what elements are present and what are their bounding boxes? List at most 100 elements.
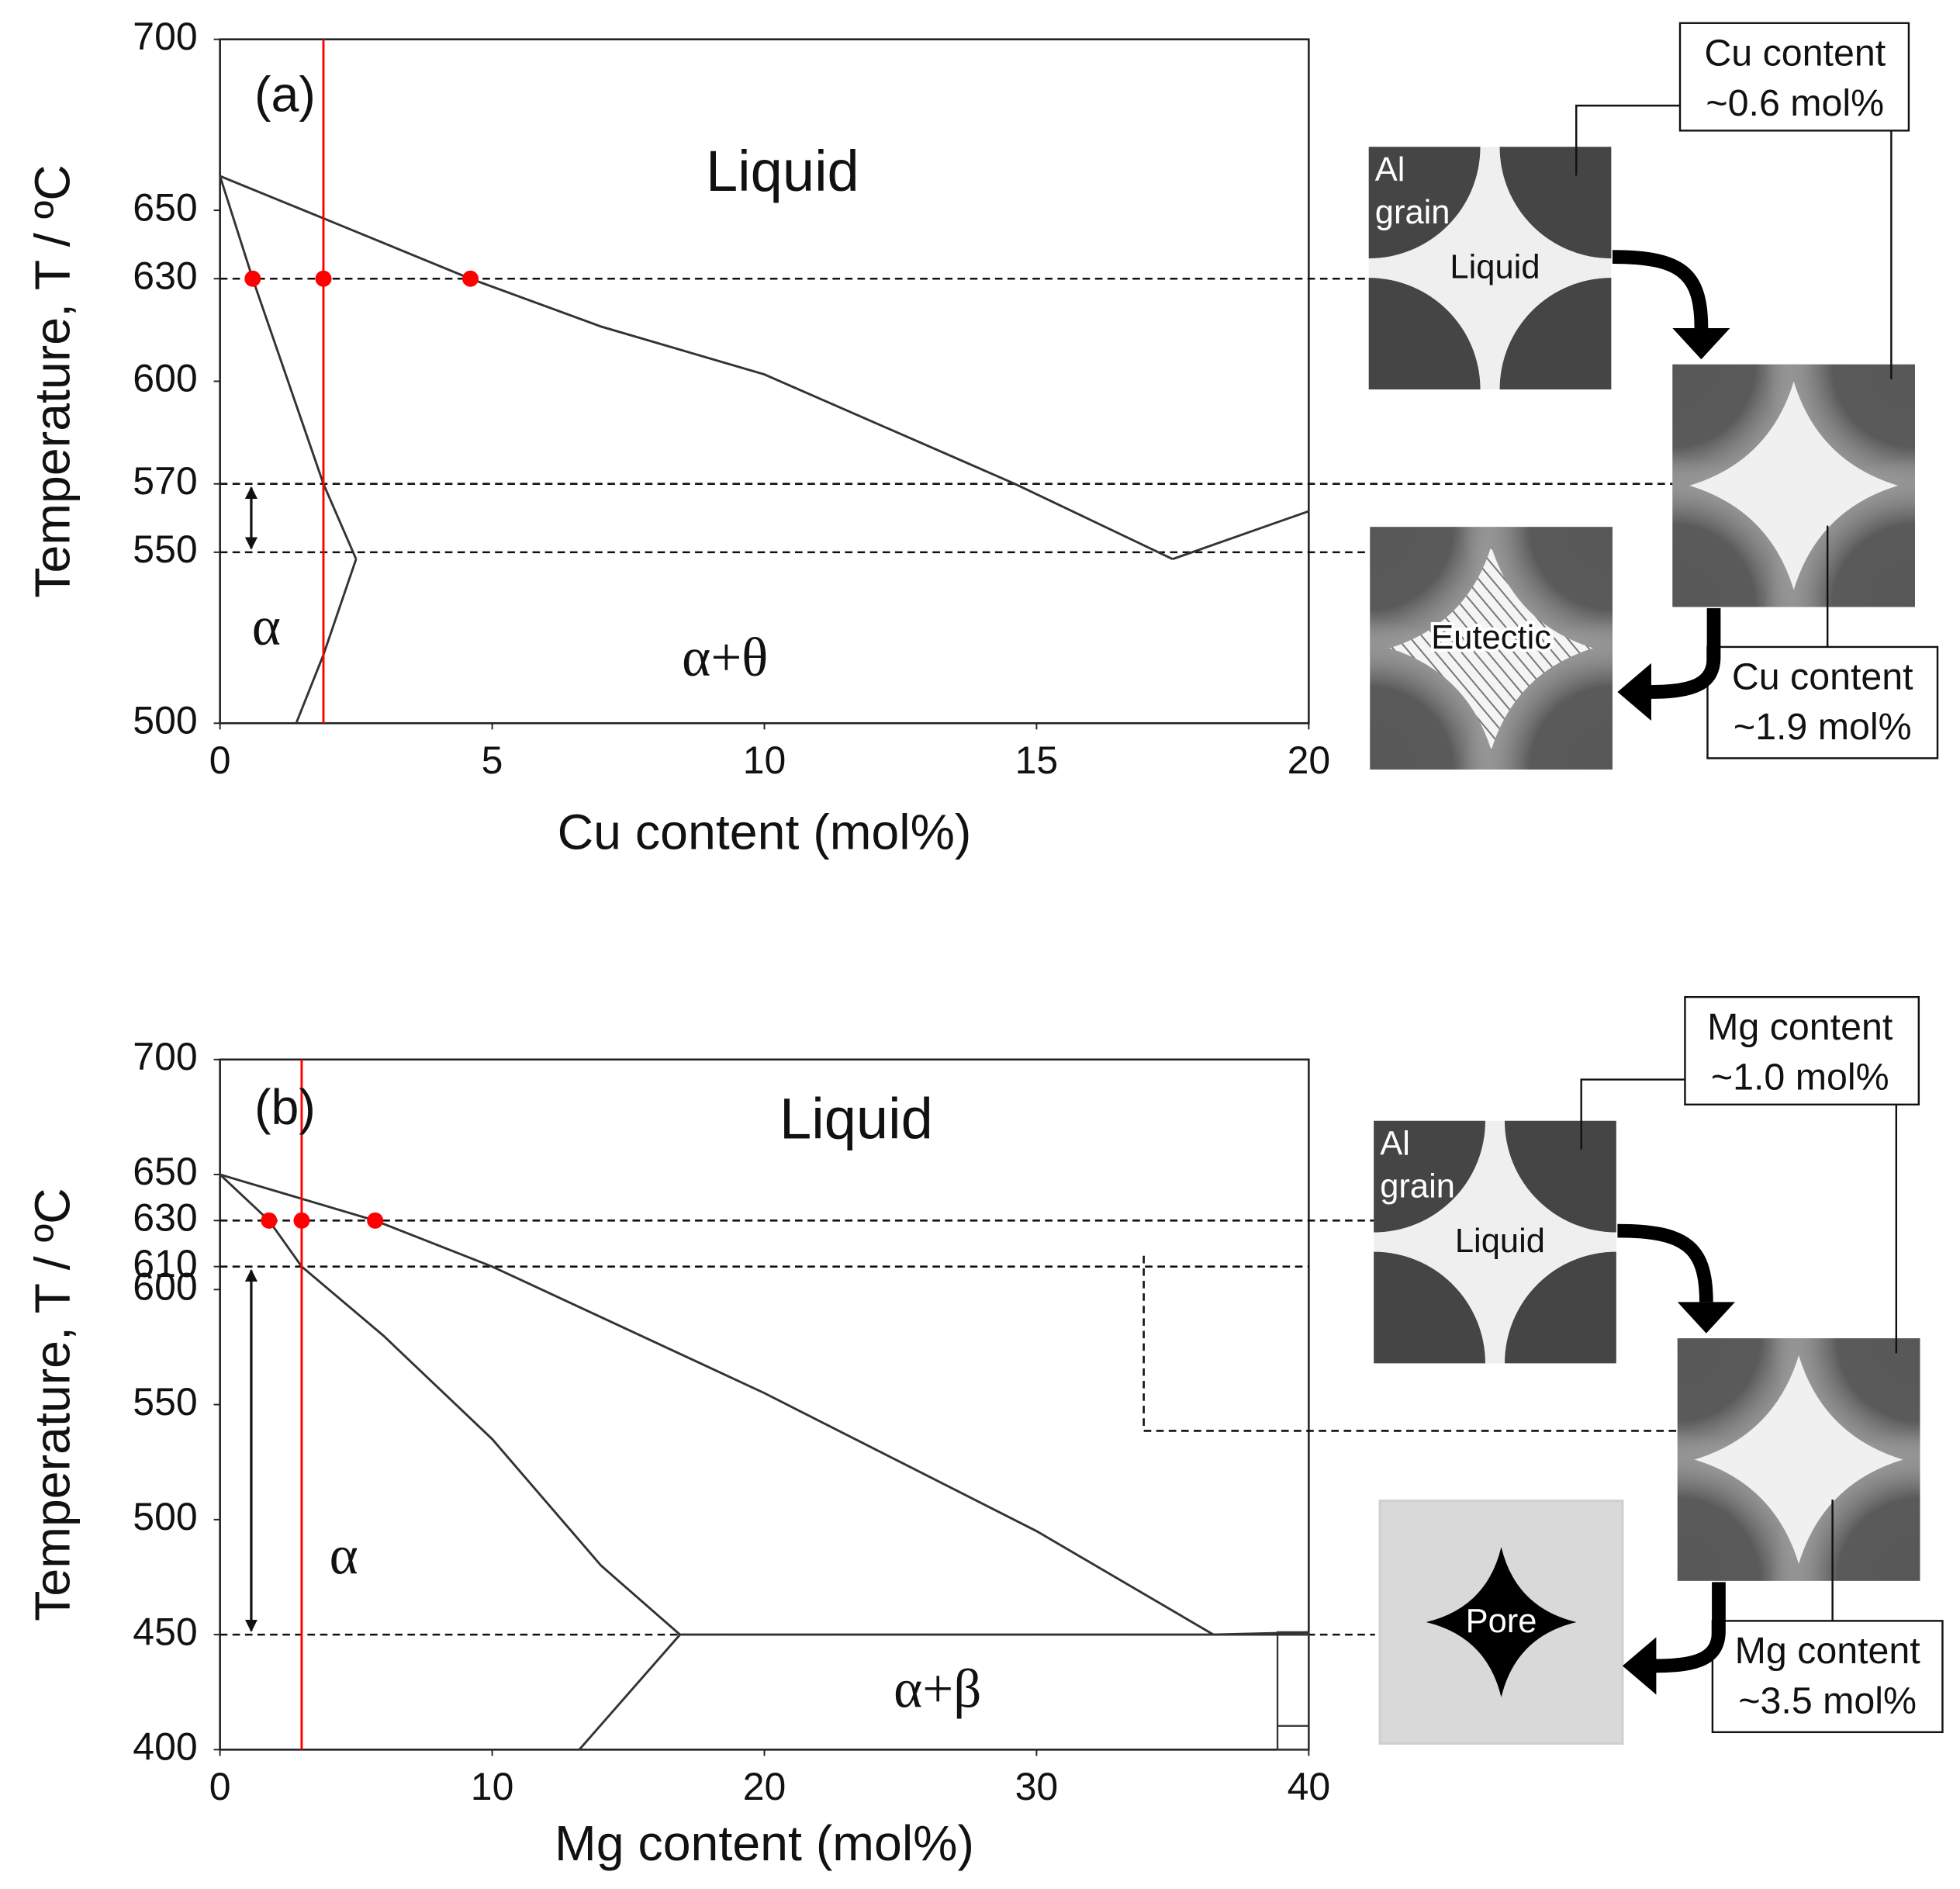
arrow-head [1677, 1302, 1735, 1334]
glow [1672, 364, 1915, 607]
y-tick-label: 600 [133, 1265, 197, 1308]
final-label: Eutectic [1431, 619, 1551, 656]
al-grain [1499, 278, 1612, 389]
grain-glow [1769, 1431, 1920, 1581]
composition-point [244, 270, 261, 287]
y-tick-label: 650 [133, 185, 197, 229]
y-tick-label: 600 [133, 357, 197, 400]
segregation-square [1677, 1338, 1920, 1581]
y-tick-label: 550 [133, 1380, 197, 1424]
y-tick-label: 500 [133, 1495, 197, 1538]
region-label: α [252, 597, 281, 657]
grain-label: Al [1380, 1125, 1410, 1162]
al-grain [1499, 147, 1612, 259]
x-tick-label: 40 [1288, 1765, 1331, 1808]
al-grain [1374, 1120, 1485, 1233]
content-box [1711, 1620, 1944, 1734]
process-arrow [1654, 1582, 1726, 1673]
content-label: Mg content [1735, 1630, 1921, 1672]
glow [1370, 527, 1613, 770]
pore-square: Pore [1378, 1500, 1624, 1745]
phase-boundary [578, 1634, 681, 1751]
grain-label: Al [1375, 151, 1405, 189]
y-tick-label: 500 [133, 698, 197, 742]
y-tick-label: 700 [133, 15, 197, 58]
connector [1575, 104, 1680, 176]
content-label: Mg content [1707, 1006, 1893, 1048]
y-tick-label: 400 [133, 1725, 197, 1769]
connector [1580, 1078, 1685, 1150]
composition-point [293, 1212, 310, 1229]
content-label: Cu content [1704, 32, 1886, 74]
grains [1368, 147, 1612, 389]
process-arrow [1650, 607, 1721, 699]
region-label: α+β [894, 1659, 981, 1720]
x-axis-label: Cu content (mol%) [558, 804, 972, 860]
arrow-head [1622, 1637, 1657, 1695]
grains [1374, 1120, 1616, 1364]
composition-point [462, 270, 479, 287]
segregation-square [1672, 364, 1915, 607]
process-arrow [1612, 250, 1709, 329]
al-grain [1368, 147, 1481, 259]
content-label: Cu content [1732, 656, 1913, 698]
phase-boundary [295, 559, 358, 724]
glow [1677, 1338, 1920, 1581]
y-tick-label: 450 [133, 1610, 197, 1653]
x-tick-label: 5 [482, 739, 503, 782]
liquid-star [1694, 1355, 1903, 1564]
region-label: Liquid [780, 1087, 933, 1151]
phase-boundary [1172, 510, 1309, 561]
al-grain [1505, 1120, 1616, 1233]
y-tick-label: 630 [133, 1196, 197, 1240]
y-tick-label: 630 [133, 254, 197, 297]
arrow-head [1672, 327, 1730, 360]
x-tick-label: 20 [743, 1765, 786, 1808]
al-grain [1505, 1251, 1616, 1364]
panel-label: (a) [254, 66, 316, 122]
grain-label: grain [1380, 1168, 1455, 1205]
x-tick-label: 30 [1015, 1765, 1059, 1808]
y-axis-label: Temperature, T / ºC [25, 164, 81, 597]
y-tick-label: 610 [133, 1242, 197, 1285]
content-box [1678, 22, 1910, 132]
region-label: α [330, 1525, 358, 1586]
liquid-label: Liquid [1450, 249, 1540, 286]
al-grain [1368, 278, 1481, 389]
content-label: ~3.5 mol% [1738, 1680, 1917, 1722]
region-label: Liquid [706, 139, 859, 203]
x-tick-label: 15 [1015, 739, 1059, 782]
y-tick-label: 550 [133, 528, 197, 571]
y-tick-label: 570 [133, 459, 197, 503]
composition-point [261, 1212, 278, 1229]
liquid-label: Liquid [1455, 1223, 1545, 1260]
x-tick-label: 10 [471, 1765, 514, 1808]
small-box [1276, 1631, 1310, 1751]
composition-point [315, 270, 332, 287]
y-tick-label: 700 [133, 1035, 197, 1078]
phase-boundary [220, 1173, 1215, 1636]
arrow-head [1617, 663, 1651, 721]
region-label: α+θ [682, 628, 768, 688]
eutectic-square: Eutectic [1370, 527, 1613, 770]
process-arrow [1617, 1223, 1713, 1303]
liquid-star [1689, 381, 1899, 590]
panel-label: (b) [254, 1079, 316, 1135]
grain-glow [1462, 619, 1613, 770]
x-axis-label: Mg content (mol%) [555, 1815, 974, 1871]
x-tick-label: 20 [1288, 739, 1331, 782]
x-tick-label: 0 [209, 1765, 231, 1808]
content-box [1706, 645, 1939, 759]
eutectic-star [1389, 546, 1593, 750]
content-label: ~1.9 mol% [1734, 706, 1912, 748]
al-grain [1374, 1251, 1485, 1364]
grain-glow [1765, 456, 1915, 607]
pore-star [1426, 1547, 1577, 1697]
